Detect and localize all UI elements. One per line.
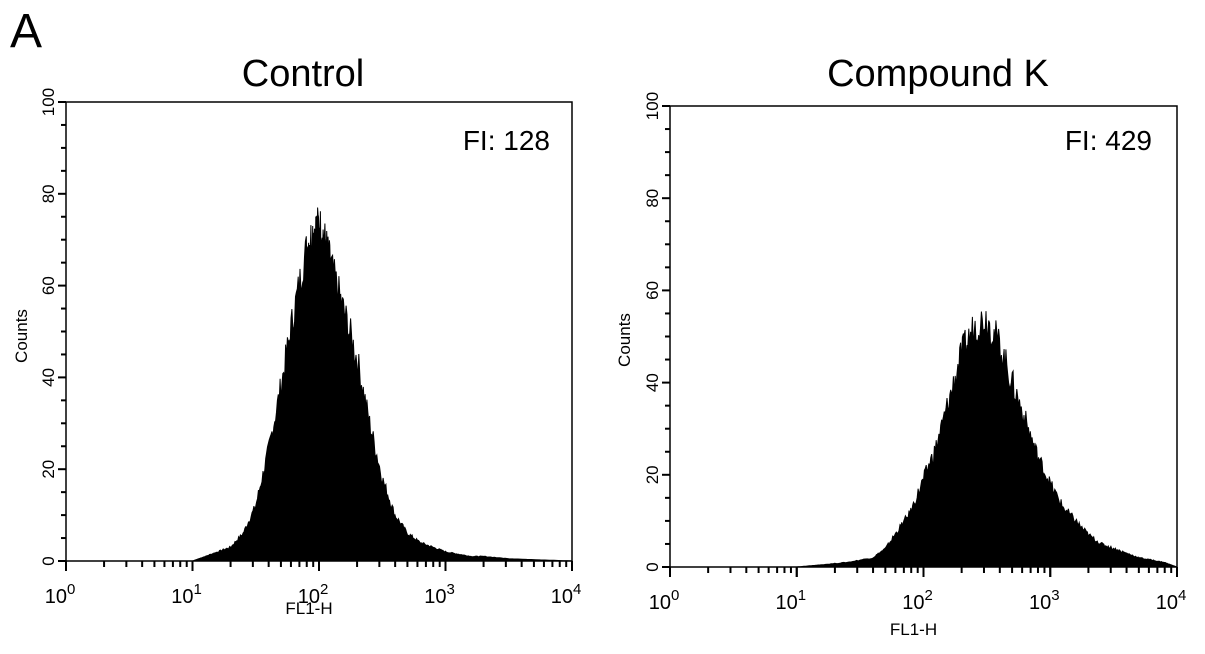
y-tick-label: 100 — [643, 92, 662, 120]
x-tick-label-base: 10 — [1029, 592, 1051, 614]
x-tick-label: 101 — [775, 587, 806, 614]
x-tick-label: 103 — [1029, 587, 1060, 614]
x-tick-label-base: 10 — [775, 592, 797, 614]
x-tick-label: 100 — [649, 587, 680, 614]
y-tick-label: 0 — [39, 556, 58, 565]
x-tick-label: 100 — [45, 581, 76, 608]
x-tick-label-base: 10 — [551, 586, 573, 608]
x-tick-label-exponent: 4 — [573, 581, 581, 598]
x-tick-label: 101 — [171, 581, 202, 608]
x-tick-label-exponent: 2 — [924, 587, 932, 604]
x-tick-label-exponent: 4 — [1178, 587, 1186, 604]
x-tick-label-exponent: 0 — [67, 581, 75, 598]
fi-annotation: FI: 429 — [1065, 125, 1152, 156]
x-tick-label-base: 10 — [45, 586, 67, 608]
x-tick-label-exponent: 2 — [320, 581, 328, 598]
chart-title: Control — [242, 53, 365, 95]
x-tick-label: 102 — [902, 587, 933, 614]
y-tick-label: 80 — [643, 189, 662, 208]
x-axis-label: FL1-H — [890, 620, 937, 639]
y-tick-label: 20 — [643, 465, 662, 484]
y-tick-label: 0 — [643, 562, 662, 571]
histogram-area — [670, 311, 1178, 568]
x-axis-label: FL1-H — [285, 599, 332, 618]
fi-annotation: FI: 128 — [463, 125, 550, 156]
histogram-area — [66, 207, 573, 562]
x-tick-label: 104 — [551, 581, 582, 608]
x-tick-label: 104 — [1156, 587, 1187, 614]
y-tick-label: 40 — [643, 373, 662, 392]
chart-title: Compound K — [827, 53, 1049, 95]
y-tick-label: 100 — [39, 88, 58, 116]
x-tick-label: 103 — [424, 581, 455, 608]
y-tick-label: 60 — [643, 281, 662, 300]
x-tick-label-base: 10 — [424, 586, 446, 608]
y-tick-label: 60 — [39, 276, 58, 295]
x-tick-label: 102 — [298, 581, 329, 608]
x-tick-label-base: 10 — [649, 592, 671, 614]
y-tick-label: 40 — [39, 368, 58, 387]
y-axis-label: Counts — [615, 313, 634, 367]
y-tick-label: 20 — [39, 460, 58, 479]
x-tick-label-exponent: 3 — [446, 581, 454, 598]
x-tick-label-exponent: 3 — [1051, 587, 1059, 604]
y-tick-label: 80 — [39, 184, 58, 203]
x-tick-label-base: 10 — [1156, 592, 1178, 614]
x-tick-label-base: 10 — [298, 586, 320, 608]
panel-label: A — [10, 5, 43, 58]
y-axis-label: Counts — [12, 309, 31, 363]
x-tick-label-exponent: 0 — [671, 587, 679, 604]
x-tick-label-base: 10 — [171, 586, 193, 608]
x-tick-label-base: 10 — [902, 592, 924, 614]
x-tick-label-exponent: 1 — [193, 581, 201, 598]
x-tick-label-exponent: 1 — [798, 587, 806, 604]
